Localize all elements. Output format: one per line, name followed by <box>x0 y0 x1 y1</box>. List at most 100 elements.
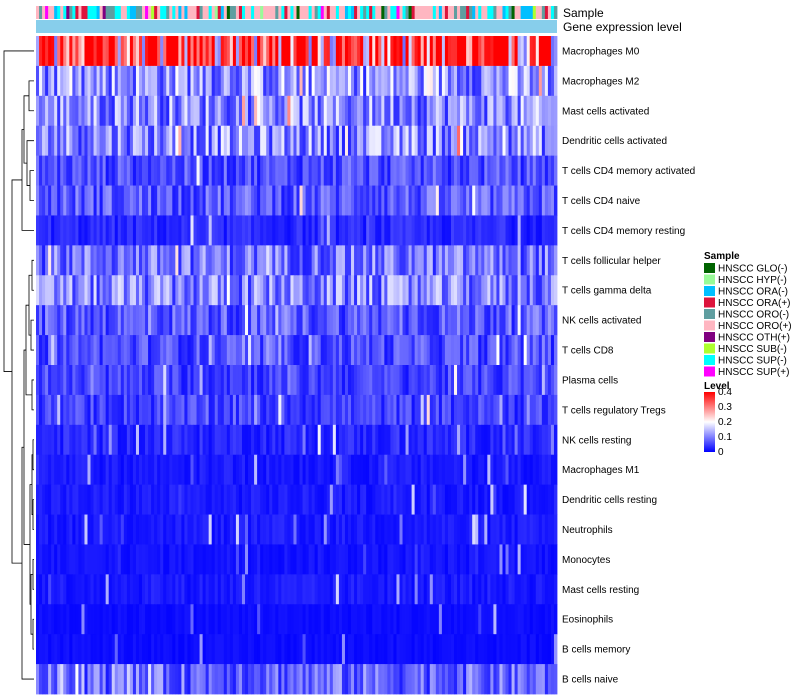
heatmap-cell <box>272 424 276 456</box>
heatmap-cell <box>175 484 179 515</box>
heatmap-cell <box>450 664 455 695</box>
heatmap-cell <box>450 245 455 276</box>
heatmap-cell <box>72 215 76 246</box>
heatmap-cell <box>135 365 140 396</box>
heatmap-cell <box>426 245 431 276</box>
heatmap-cell <box>411 604 416 635</box>
heatmap-cell <box>338 424 343 456</box>
heatmap-cell <box>190 424 194 456</box>
heatmap-cell <box>241 36 246 67</box>
heatmap-cell <box>341 634 346 665</box>
heatmap-cell <box>208 215 213 246</box>
sample-annotation-cell <box>502 6 506 19</box>
heatmap-cell <box>184 484 188 515</box>
heatmap-cell <box>417 664 422 695</box>
heatmap-cell <box>75 394 79 426</box>
heatmap-cell <box>229 215 234 246</box>
heatmap-cell <box>463 664 467 695</box>
heatmap-cell <box>332 155 337 186</box>
gene-expression-bar <box>36 20 557 33</box>
sample-legend-swatch <box>704 274 715 285</box>
heatmap-cell <box>284 365 288 396</box>
heatmap-cell <box>39 664 43 695</box>
heatmap-cell <box>450 454 455 486</box>
heatmap-cell <box>490 484 494 515</box>
heatmap-cell <box>111 215 116 246</box>
heatmap-cell <box>399 544 403 575</box>
heatmap-cell <box>323 125 328 157</box>
heatmap-cell <box>284 574 288 605</box>
heatmap-cell <box>396 634 400 665</box>
heatmap-cell <box>475 544 479 575</box>
heatmap-cell <box>154 65 158 97</box>
heatmap-cell <box>248 125 252 157</box>
heatmap-cell <box>87 125 91 157</box>
heatmap-cell <box>120 215 125 246</box>
heatmap-cell <box>508 394 512 426</box>
heatmap-cell <box>241 245 246 276</box>
heatmap-cell <box>296 514 300 545</box>
heatmap-cell <box>87 664 91 695</box>
heatmap-cell <box>51 365 55 396</box>
heatmap-cell <box>148 245 152 276</box>
heatmap-cell <box>160 424 164 456</box>
heatmap-cell <box>254 125 258 157</box>
heatmap-cell <box>323 65 328 97</box>
heatmap-cell <box>42 604 46 635</box>
heatmap-cell <box>441 185 446 216</box>
heatmap-cell <box>390 155 394 186</box>
sample-annotation-cell <box>354 6 358 19</box>
heatmap-cell <box>396 65 400 97</box>
heatmap-cell <box>66 544 70 575</box>
heatmap-cell <box>278 335 282 366</box>
sample-annotation-cell <box>54 6 58 19</box>
heatmap-cell <box>357 454 361 486</box>
heatmap-cell <box>84 394 88 426</box>
dendrogram-branch <box>31 379 34 411</box>
heatmap-cell <box>354 394 358 426</box>
heatmap-cell <box>496 155 500 186</box>
level-tick-label: 0.4 <box>718 387 732 398</box>
heatmap-cell <box>320 484 325 515</box>
heatmap-cell <box>408 424 413 456</box>
heatmap-cell <box>90 95 94 127</box>
heatmap-cell <box>208 245 213 276</box>
heatmap-cell <box>114 365 119 396</box>
heatmap-cell <box>460 185 464 216</box>
heatmap-cell <box>45 454 49 486</box>
heatmap-cell <box>287 604 291 635</box>
sample-legend-label: HNSCC SUP(-) <box>718 356 787 367</box>
heatmap-cell <box>254 484 258 515</box>
heatmap-cell <box>450 394 455 426</box>
heatmap-cell <box>102 125 107 157</box>
heatmap-cell <box>72 514 76 545</box>
heatmap-cell <box>332 604 337 635</box>
heatmap-cell <box>102 454 107 486</box>
heatmap-cell <box>402 36 406 67</box>
heatmap-cell <box>375 514 379 545</box>
heatmap-cell <box>90 305 94 336</box>
heatmap-cell <box>254 305 258 336</box>
heatmap-cell <box>472 275 476 306</box>
heatmap-cell <box>466 65 470 97</box>
heatmap-cell <box>496 484 500 515</box>
heatmap-cell <box>314 95 319 127</box>
heatmap-cell <box>423 424 428 456</box>
sample-annotation-cell <box>478 6 482 19</box>
heatmap-cell <box>396 365 400 396</box>
heatmap-cell <box>190 454 194 486</box>
sample-annotation-cell <box>544 6 549 19</box>
heatmap-cell <box>151 424 155 456</box>
heatmap-cell <box>154 275 158 306</box>
heatmap-cell <box>266 185 270 216</box>
heatmap-cell <box>81 574 85 605</box>
heatmap-cell <box>344 335 349 366</box>
heatmap-cell <box>232 185 237 216</box>
heatmap-cell <box>417 634 422 665</box>
heatmap-cell <box>375 604 379 635</box>
heatmap-cell <box>187 335 191 366</box>
heatmap-cell <box>36 634 40 665</box>
heatmap-cell <box>260 365 264 396</box>
heatmap-cell <box>135 604 140 635</box>
heatmap-cell <box>42 125 46 157</box>
